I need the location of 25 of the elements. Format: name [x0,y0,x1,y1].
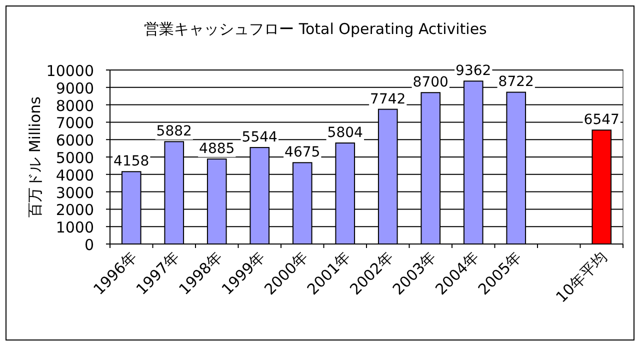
data-label: 8700 [412,74,448,91]
y-tick-label: 1000 [56,218,94,237]
y-tick-label: 10000 [46,62,94,80]
data-label: 5882 [156,124,192,140]
data-label: 4885 [199,141,235,157]
y-tick-label: 9000 [56,79,94,98]
data-label: 6547 [584,112,620,128]
y-tick-label: 3000 [56,184,94,202]
y-tick-label: 6000 [56,132,94,150]
y-tick-label: 7000 [56,114,94,132]
x-tick-label: 10年平均 [552,248,610,306]
y-tick-label: 4000 [56,166,94,184]
y-tick-label: 8000 [56,96,94,115]
y-tick-label: 5000 [56,149,94,167]
y-axis-title: 百万ドル Millions [26,96,44,218]
data-label: 8722 [498,74,534,90]
y-tick-label: 0 [84,236,94,254]
data-label: 4158 [114,154,150,170]
y-tick-label: 2000 [56,201,94,220]
data-label: 7742 [370,91,406,108]
data-label: 5804 [327,125,364,142]
data-label: 5544 [242,130,278,146]
data-label: 4675 [284,144,320,161]
data-label: 9362 [456,63,492,80]
chart-title: 営業キャッシュフロー Total Operating Activities [144,20,488,38]
